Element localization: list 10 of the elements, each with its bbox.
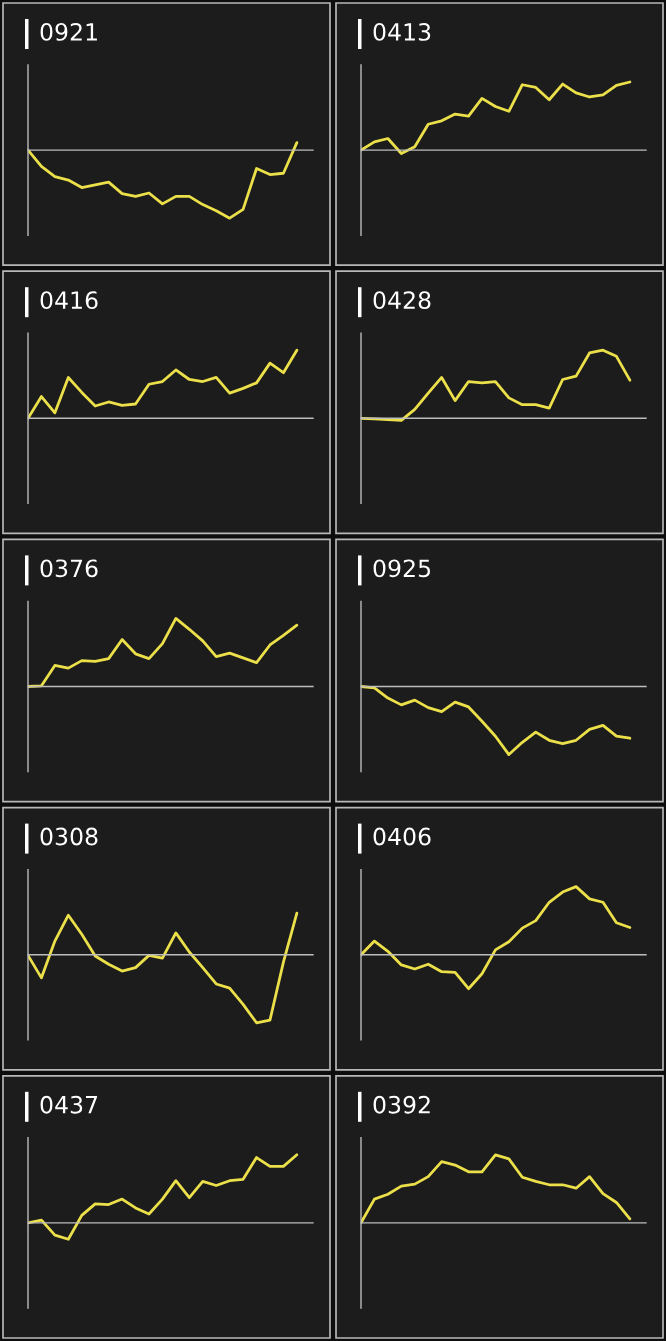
chart-title: 0392 <box>373 1095 430 1114</box>
chart-title: 0416 <box>40 291 98 310</box>
chart-title: 0428 <box>373 291 431 310</box>
chart-title: 0921 <box>40 22 97 41</box>
chart-title: 0437 <box>40 1095 98 1114</box>
chart-title: 0308 <box>40 827 98 846</box>
chart-title: 0925 <box>373 559 431 578</box>
chart-title: 0406 <box>373 827 431 846</box>
chart-title: 0413 <box>373 22 431 41</box>
chart-title: 0376 <box>40 559 98 578</box>
